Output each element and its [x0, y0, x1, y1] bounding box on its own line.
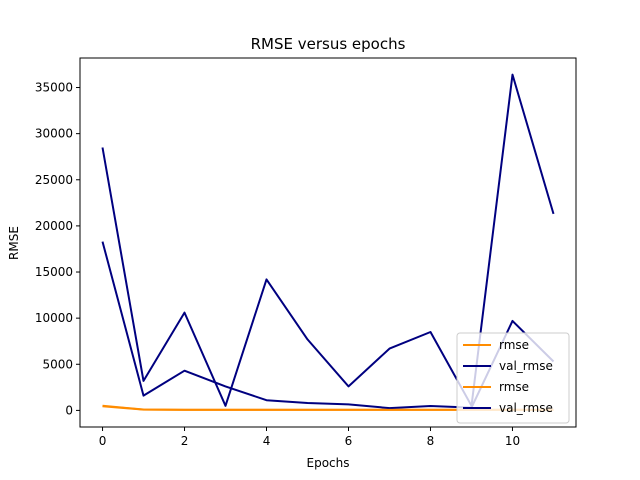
chart-title: RMSE versus epochs: [251, 35, 406, 53]
y-tick-label: 20000: [35, 219, 73, 233]
x-tick-label: 6: [345, 434, 353, 448]
y-axis-label: RMSE: [7, 226, 21, 260]
y-tick-label: 0: [65, 403, 73, 417]
x-tick-label: 8: [427, 434, 435, 448]
y-tick-label: 25000: [35, 173, 73, 187]
x-tick-label: 2: [181, 434, 189, 448]
plot-frame: [79, 57, 577, 428]
y-axis-ticks: 0 5000 10000 15000 20000 25000 30000 35000: [35, 81, 80, 417]
y-tick-label: 35000: [35, 81, 73, 95]
legend-label-3: rmse: [499, 380, 529, 394]
y-tick-label: 5000: [42, 357, 73, 371]
legend-box: [456, 332, 570, 424]
x-tick-label: 0: [99, 434, 107, 448]
y-tick-label: 15000: [35, 265, 73, 279]
legend-label-1: rmse: [499, 338, 529, 352]
y-tick-label: 10000: [35, 311, 73, 325]
x-axis-label: Epochs: [307, 456, 350, 470]
x-tick-label: 4: [263, 434, 271, 448]
legend-label-4: val_rmse: [499, 401, 553, 415]
x-axis-ticks: 0 2 4 6 8 10: [99, 427, 520, 448]
y-tick-label: 30000: [35, 127, 73, 141]
legend-label-2: val_rmse: [499, 359, 553, 373]
x-tick-label: 10: [505, 434, 520, 448]
